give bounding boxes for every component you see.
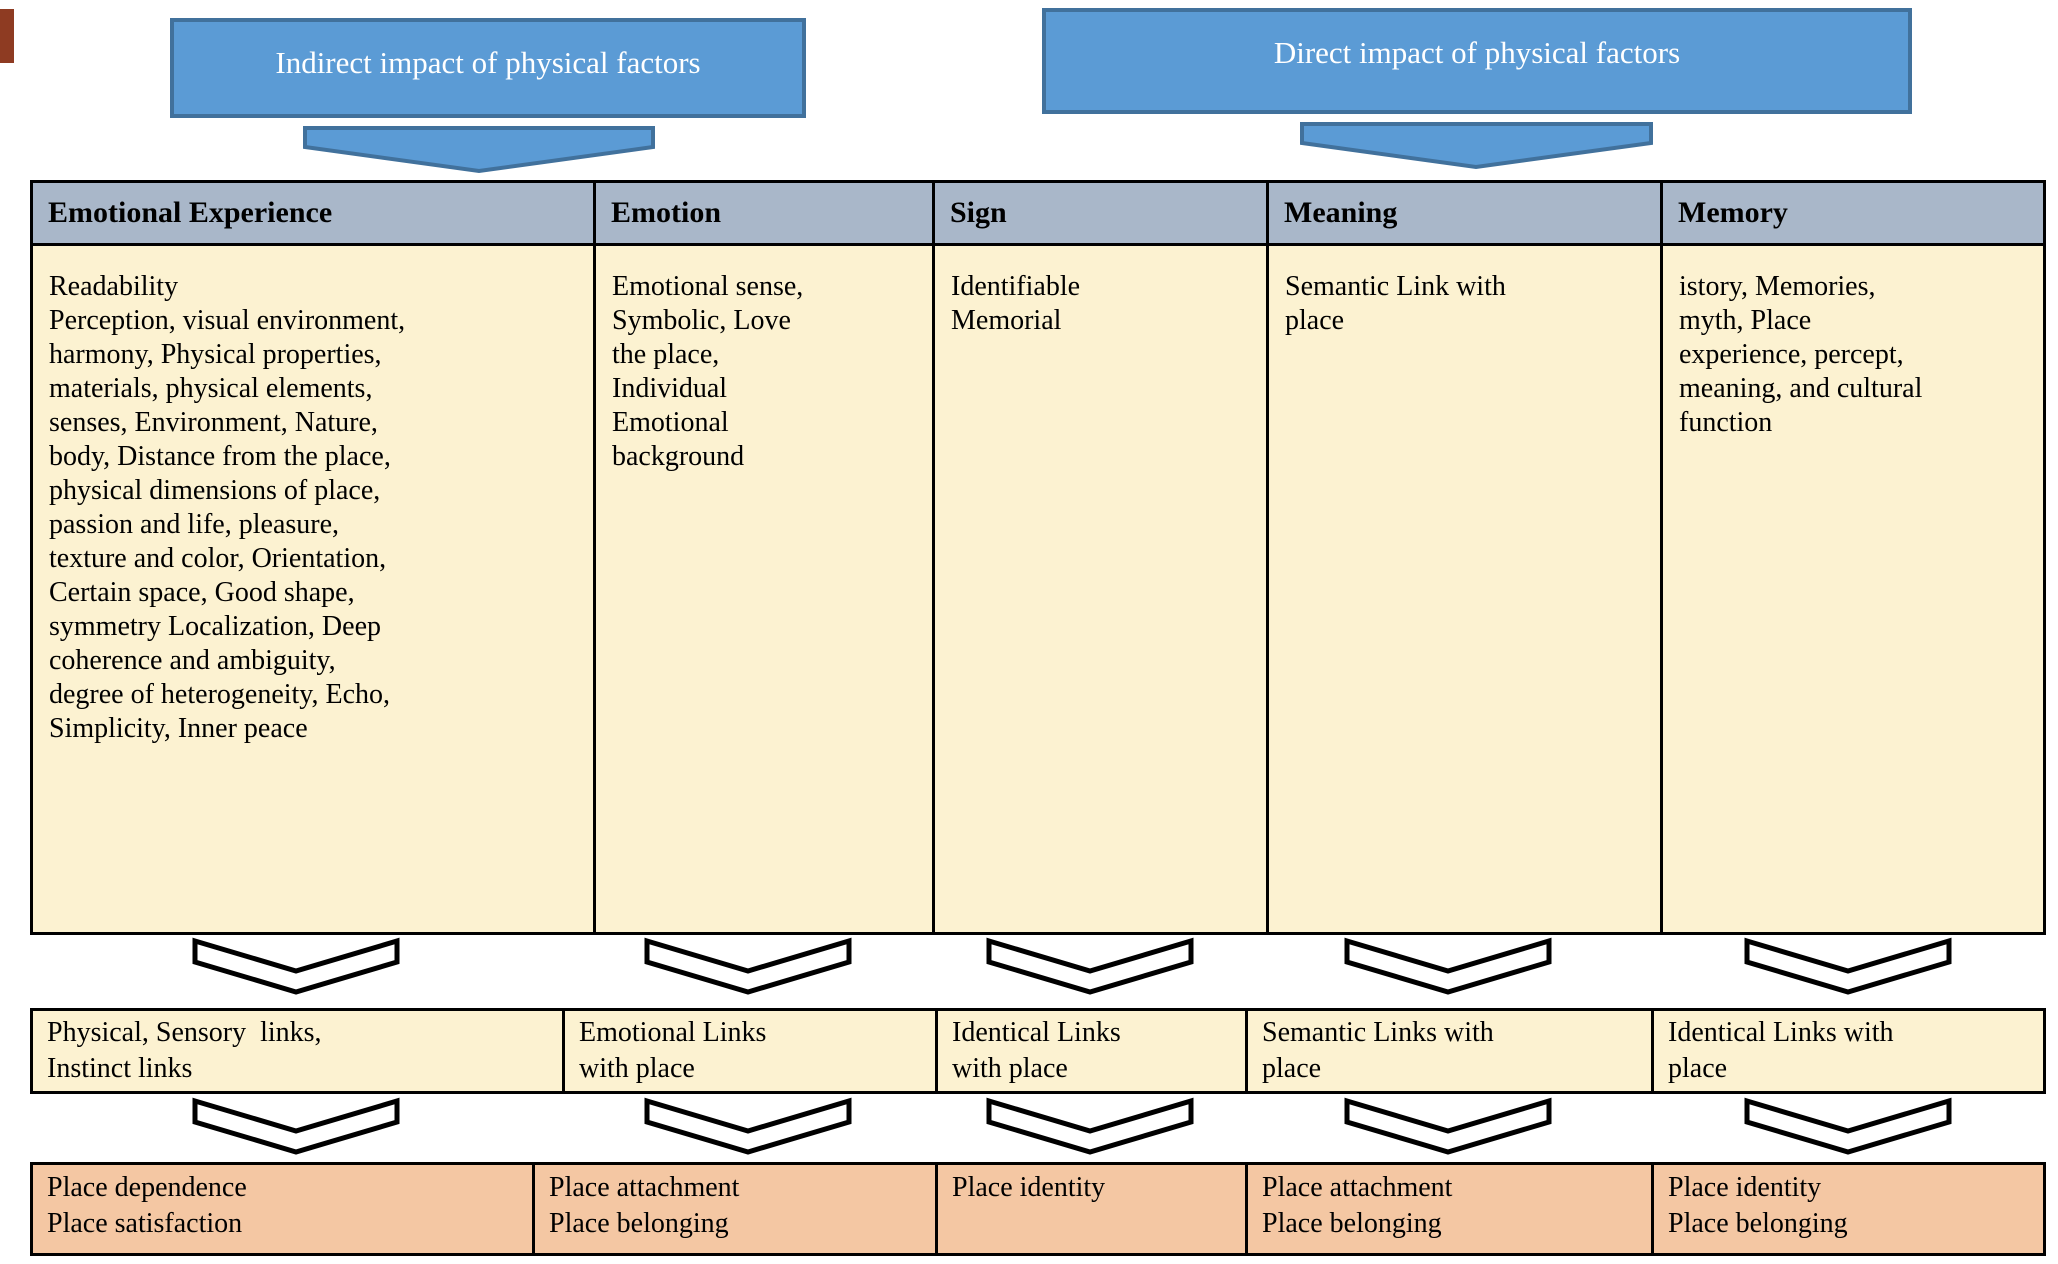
links-cell-physical-sensory: Physical, Sensory links, Instinct links — [33, 1011, 562, 1091]
body-cell-meaning: Semantic Link with place — [1269, 246, 1660, 932]
outcome-cell-place-dependence: Place dependence Place satisfaction — [33, 1165, 532, 1253]
body-cell-sign: Identifiable Memorial — [935, 246, 1266, 932]
body-cell-emotion: Emotional sense, Symbolic, Love the plac… — [596, 246, 932, 932]
arrow-down-icon — [303, 126, 655, 174]
header-cell-emotional-experience: Emotional Experience — [33, 183, 593, 243]
outcome-cell-place-attachment: Place attachment Place belonging — [535, 1165, 935, 1253]
body-cell-emotional-experience: Readability Perception, visual environme… — [33, 246, 593, 932]
links-cell-semantic: Semantic Links with place — [1248, 1011, 1651, 1091]
links-cell-identical-2: Identical Links with place — [1654, 1011, 2043, 1091]
links-row: Physical, Sensory links, Instinct links … — [30, 1008, 2046, 1094]
chevron-down-icon — [192, 937, 400, 995]
banner-direct-impact: Direct impact of physical factors — [1042, 8, 1912, 114]
chevron-down-icon — [644, 1097, 852, 1155]
chevron-down-icon — [1744, 937, 1952, 995]
chevron-down-icon — [192, 1097, 400, 1155]
outcome-cell-place-attachment-2: Place attachment Place belonging — [1248, 1165, 1651, 1253]
header-cell-memory: Memory — [1663, 183, 2043, 243]
links-cell-emotional: Emotional Links with place — [565, 1011, 935, 1091]
header-cell-meaning: Meaning — [1269, 183, 1660, 243]
banner-indirect-impact-label: Indirect impact of physical factors — [275, 45, 701, 80]
chevron-down-icon — [1744, 1097, 1952, 1155]
chevron-down-icon — [1344, 1097, 1552, 1155]
chevron-down-icon — [986, 937, 1194, 995]
banner-direct-impact-label: Direct impact of physical factors — [1273, 35, 1681, 70]
outcomes-row: Place dependence Place satisfaction Plac… — [30, 1162, 2046, 1256]
chevron-down-icon — [986, 1097, 1194, 1155]
banner-indirect-impact: Indirect impact of physical factors — [170, 18, 806, 118]
links-cell-identical: Identical Links with place — [938, 1011, 1245, 1091]
red-edge-mark — [0, 9, 14, 63]
factors-table: Emotional Experience Emotion Sign Meanin… — [30, 180, 2046, 935]
outcome-cell-place-identity: Place identity — [938, 1165, 1245, 1253]
header-cell-sign: Sign — [935, 183, 1266, 243]
chevron-down-icon — [1344, 937, 1552, 995]
arrow-down-icon — [1300, 122, 1653, 170]
outcome-cell-place-identity-2: Place identity Place belonging — [1654, 1165, 2043, 1253]
body-cell-memory: istory, Memories, myth, Place experience… — [1663, 246, 2043, 932]
chevron-down-icon — [644, 937, 852, 995]
header-cell-emotion: Emotion — [596, 183, 932, 243]
